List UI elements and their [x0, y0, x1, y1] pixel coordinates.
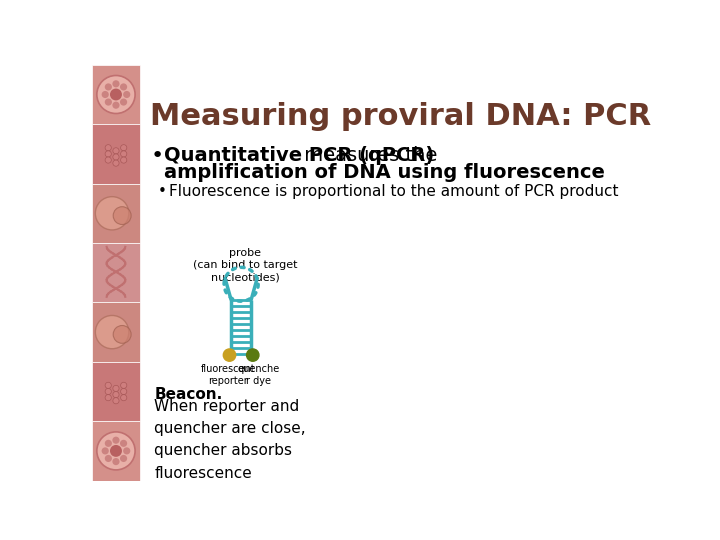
Circle shape	[105, 145, 112, 151]
Circle shape	[246, 349, 259, 361]
Circle shape	[112, 102, 120, 109]
Circle shape	[105, 440, 112, 447]
Circle shape	[102, 447, 109, 455]
Bar	[91, 184, 140, 243]
Circle shape	[121, 151, 127, 157]
Bar	[91, 65, 140, 124]
Bar	[91, 124, 140, 184]
Text: fluorescent
reporter: fluorescent reporter	[201, 364, 256, 386]
Circle shape	[105, 157, 112, 163]
Circle shape	[121, 395, 127, 401]
Circle shape	[121, 382, 127, 388]
Circle shape	[120, 83, 127, 91]
Circle shape	[102, 91, 109, 98]
Text: •: •	[158, 184, 167, 199]
Circle shape	[113, 207, 131, 225]
Circle shape	[105, 151, 112, 157]
Circle shape	[96, 76, 135, 113]
Circle shape	[96, 432, 135, 470]
Circle shape	[112, 80, 120, 87]
Circle shape	[110, 89, 122, 100]
Circle shape	[121, 388, 127, 395]
Circle shape	[121, 157, 127, 163]
Circle shape	[120, 440, 127, 447]
Circle shape	[113, 154, 119, 160]
Text: Measuring proviral DNA: PCR: Measuring proviral DNA: PCR	[150, 102, 652, 131]
Circle shape	[120, 455, 127, 462]
Bar	[91, 421, 140, 481]
Text: When reporter and
quencher are close,
quencher absorbs
fluorescence: When reporter and quencher are close, qu…	[154, 399, 306, 481]
Circle shape	[123, 447, 130, 455]
Bar	[91, 302, 140, 362]
Circle shape	[110, 445, 122, 457]
Circle shape	[123, 91, 130, 98]
Circle shape	[113, 160, 119, 166]
Circle shape	[105, 395, 112, 401]
Circle shape	[113, 326, 131, 343]
Text: •: •	[150, 146, 163, 166]
Circle shape	[95, 315, 129, 349]
Circle shape	[105, 455, 112, 462]
Text: Fluorescence is proportional to the amount of PCR product: Fluorescence is proportional to the amou…	[169, 184, 618, 199]
Text: Beacon.: Beacon.	[154, 387, 222, 402]
Circle shape	[105, 388, 112, 395]
Text: measures the: measures the	[298, 146, 438, 165]
Text: amplification of DNA using fluorescence: amplification of DNA using fluorescence	[164, 163, 606, 181]
Text: Quantitative PCR (qPCR): Quantitative PCR (qPCR)	[164, 146, 435, 165]
Circle shape	[112, 458, 120, 465]
Circle shape	[112, 437, 120, 444]
Circle shape	[105, 98, 112, 106]
Circle shape	[223, 349, 235, 361]
Circle shape	[120, 98, 127, 106]
Circle shape	[121, 145, 127, 151]
Circle shape	[113, 397, 119, 404]
Text: quenche
r dye: quenche r dye	[238, 364, 280, 386]
Circle shape	[113, 392, 119, 397]
Circle shape	[105, 83, 112, 91]
Bar	[91, 243, 140, 302]
Circle shape	[113, 148, 119, 154]
Text: probe
(can bind to target
nucleotides): probe (can bind to target nucleotides)	[193, 248, 297, 283]
Circle shape	[95, 197, 129, 230]
Circle shape	[113, 386, 119, 392]
Bar	[91, 362, 140, 421]
Circle shape	[105, 382, 112, 388]
